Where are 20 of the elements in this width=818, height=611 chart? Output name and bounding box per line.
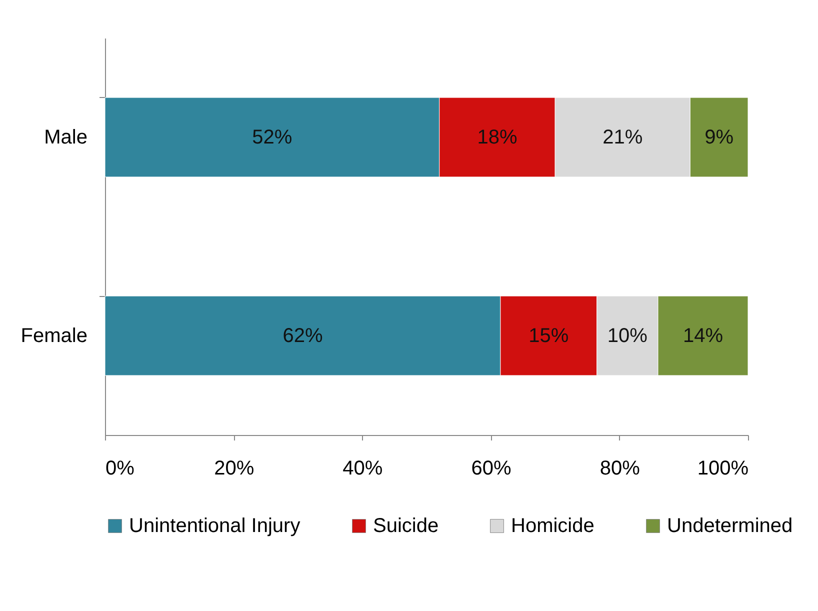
x-tick-label: 80% bbox=[600, 458, 640, 480]
y-tick-label: Male bbox=[44, 126, 88, 148]
data-label: 21% bbox=[602, 126, 643, 148]
x-tick-label: 100% bbox=[697, 458, 749, 480]
x-tick-label: 60% bbox=[471, 458, 512, 480]
x-tick-label: 20% bbox=[214, 458, 254, 480]
legend-label: Undetermined bbox=[667, 515, 793, 537]
legend-label: Homicide bbox=[511, 515, 594, 537]
data-label: 52% bbox=[252, 126, 292, 148]
legend-label: Suicide bbox=[373, 515, 439, 537]
data-label: 14% bbox=[682, 324, 724, 347]
data-label: 15% bbox=[528, 324, 569, 347]
data-label: 18% bbox=[477, 126, 518, 148]
data-label: 9% bbox=[704, 126, 734, 148]
y-tick-label: Female bbox=[20, 324, 88, 347]
x-tick-label: 40% bbox=[342, 458, 383, 480]
x-tick-label: 0% bbox=[106, 458, 135, 480]
legend-label: Unintentional Injury bbox=[129, 515, 300, 537]
data-label: 10% bbox=[607, 324, 648, 347]
data-label: 62% bbox=[282, 324, 323, 347]
